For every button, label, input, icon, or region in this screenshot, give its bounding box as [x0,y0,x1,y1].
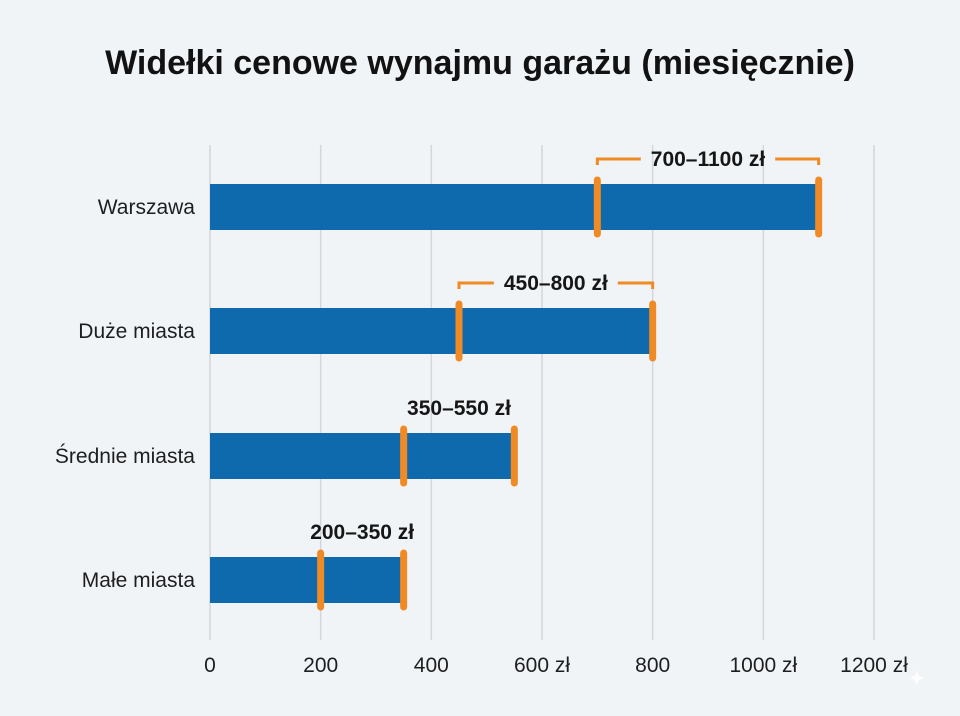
range-label: 700–1100 zł [651,148,766,171]
chart-title: Widełki cenowe wynajmu garażu (miesięczn… [105,44,855,82]
sparkle-icon: ✦ [907,666,926,691]
x-tick-label: 0 [204,654,216,677]
range-bar [210,557,404,603]
category-label: Średnie miasta [55,444,195,468]
range-bracket-left [457,281,494,289]
range-bracket-right [775,157,821,165]
x-tick-label: 400 [414,654,449,677]
range-bracket-left [595,157,641,165]
range-bar [210,308,653,354]
range-bracket-right [617,281,655,289]
x-tick-label: 600 zł [514,654,570,677]
range-label: 350–550 zł [407,397,511,420]
range-bar [210,433,515,479]
category-label: Małe miasta [82,569,196,592]
x-tick-label: 1200 zł [840,654,908,677]
x-tick-label: 1000 zł [729,654,797,677]
range-label: 450–800 zł [504,272,608,295]
x-tick-label: 200 [303,654,338,677]
category-label: Duże miasta [78,320,195,343]
x-tick-label: 800 [635,654,670,677]
category-label: Warszawa [98,196,196,219]
range-label: 200–350 zł [310,521,414,544]
range-bar [210,184,819,230]
